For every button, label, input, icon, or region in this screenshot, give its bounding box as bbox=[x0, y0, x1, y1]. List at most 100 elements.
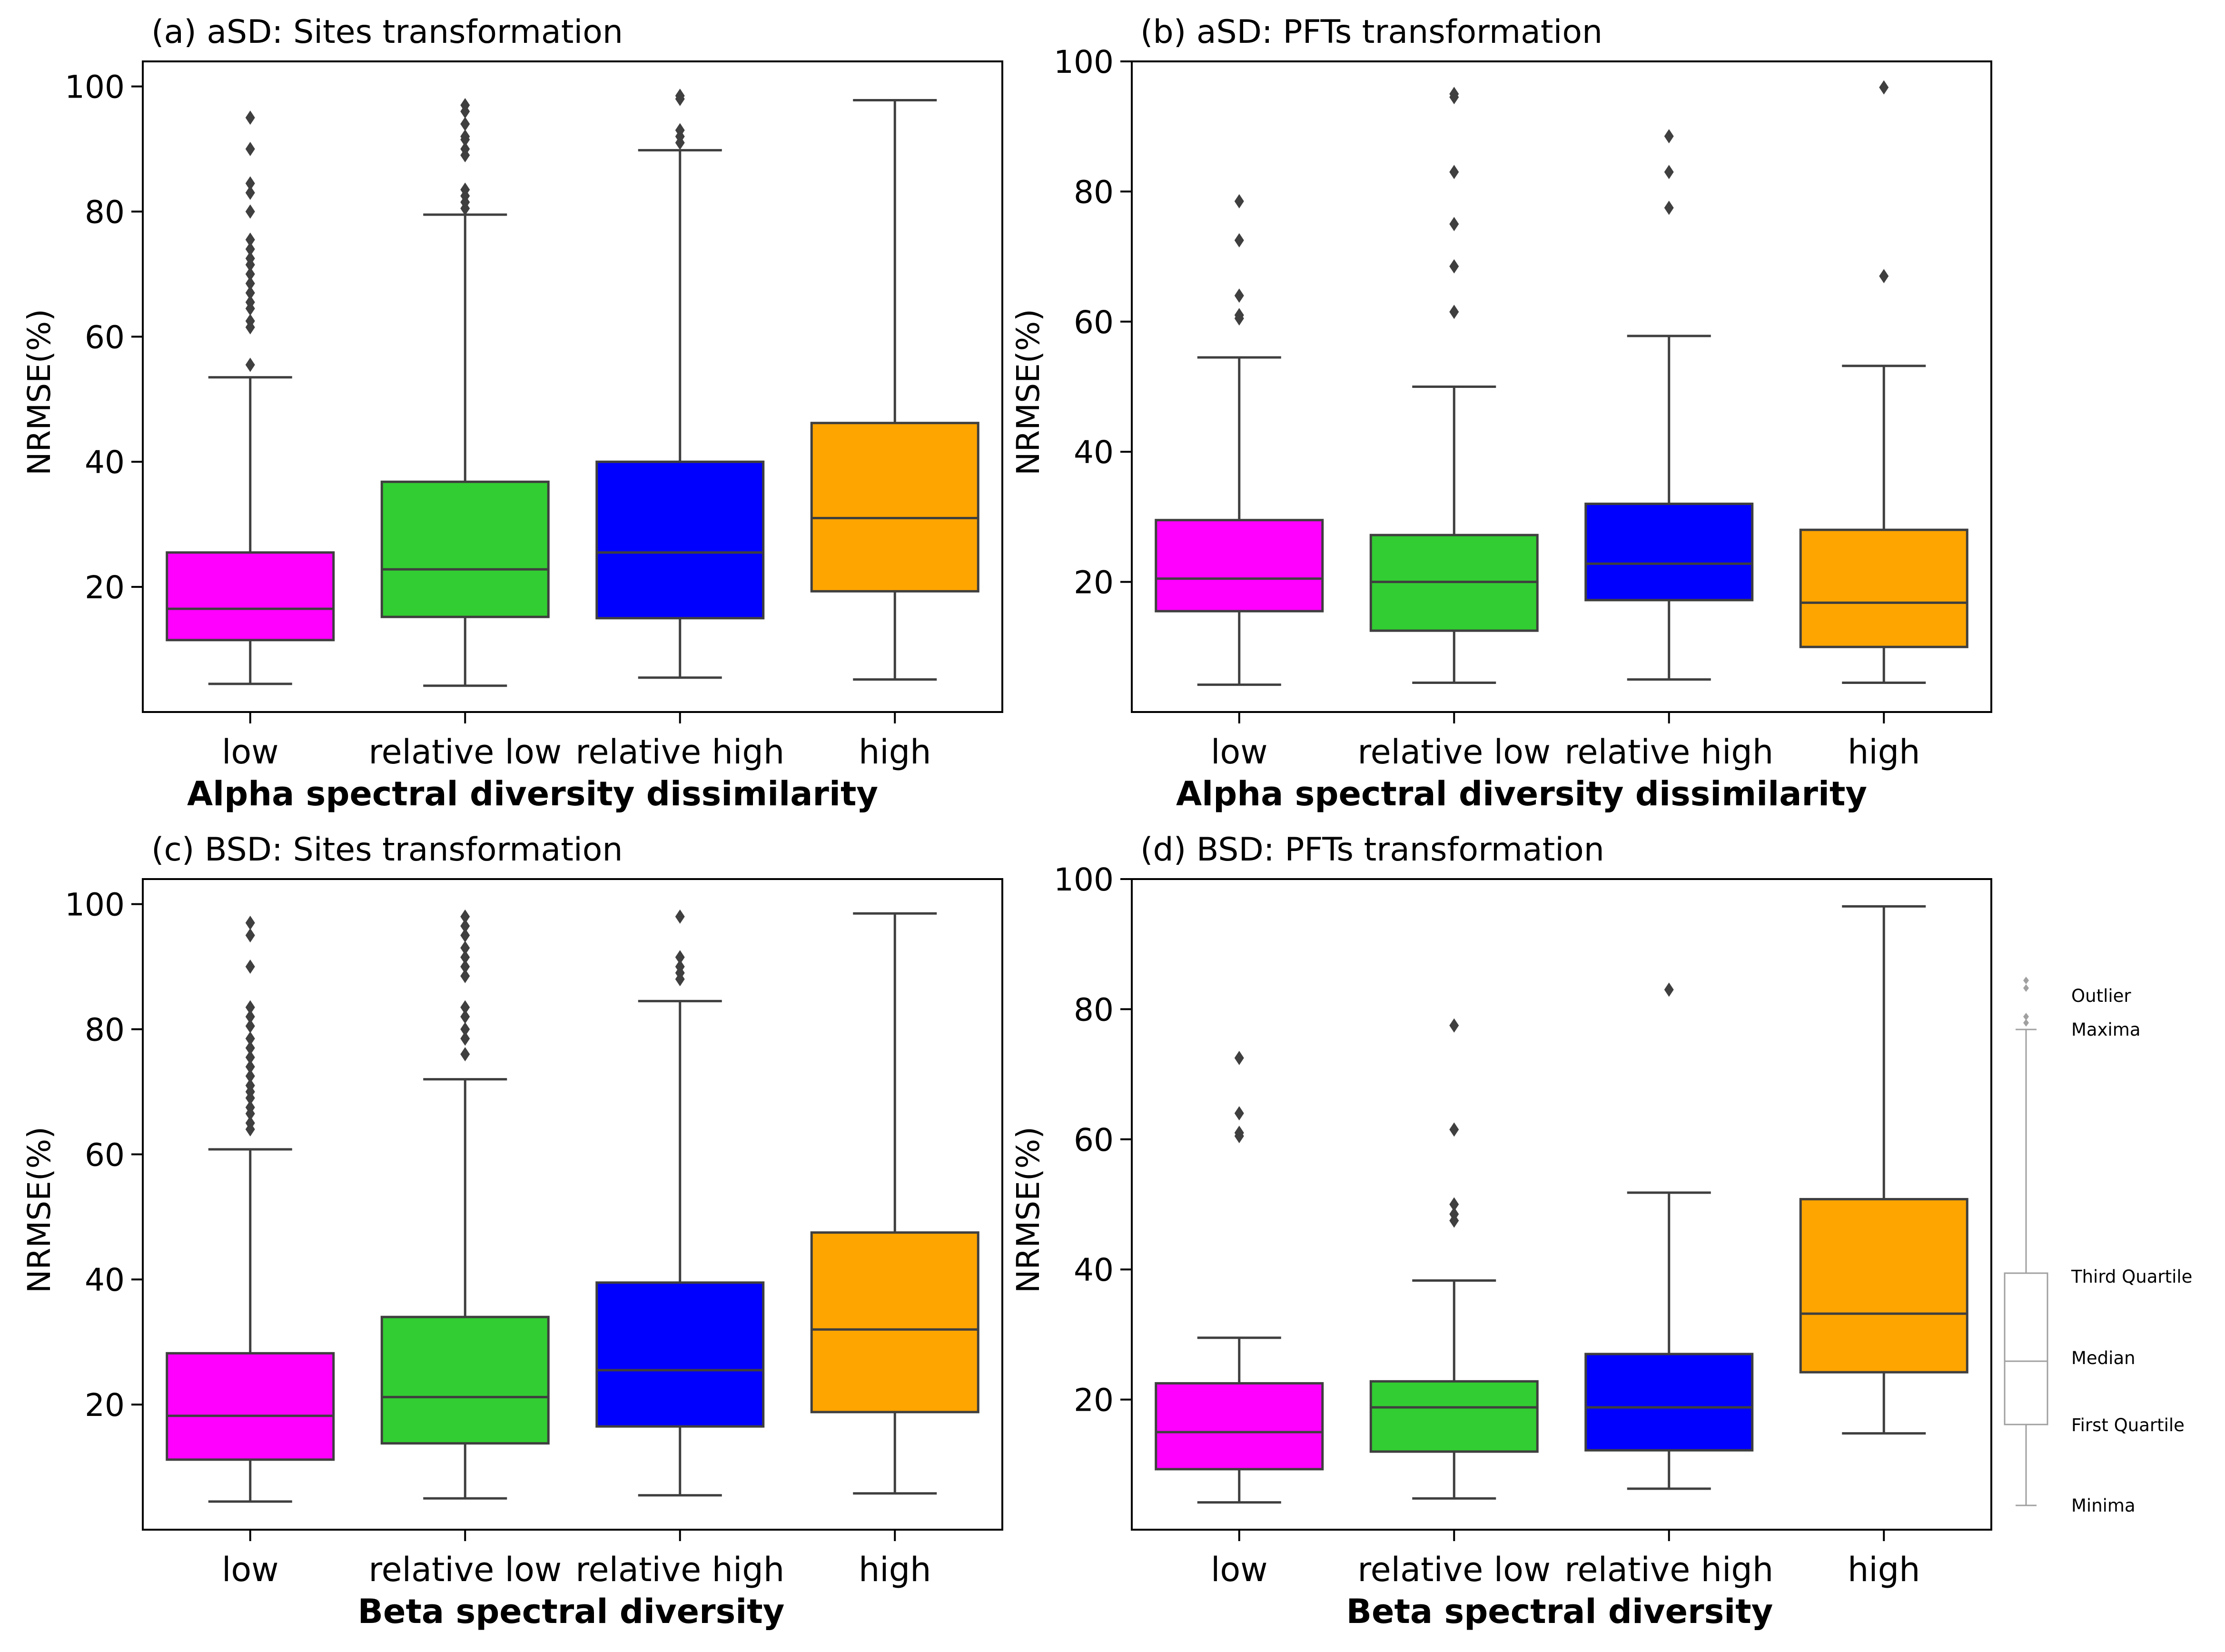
outlier-point bbox=[460, 969, 470, 983]
panel-b-title: (b) aSD: PFTs transformation bbox=[1140, 13, 1602, 51]
outlier-point bbox=[1664, 129, 1674, 144]
x-tick-label: relative high bbox=[1564, 1550, 1773, 1589]
box-relative-low bbox=[380, 98, 550, 687]
box-low bbox=[166, 916, 335, 1503]
outlier-point bbox=[245, 267, 255, 281]
x-tick-label: high bbox=[1848, 732, 1920, 772]
outlier-point bbox=[1449, 259, 1459, 274]
outlier-point bbox=[245, 186, 255, 200]
panel-d-ylabel: NRMSE(%) bbox=[1010, 1127, 1047, 1293]
x-tick-label: relative low bbox=[368, 732, 562, 772]
panel-d-xlabel: Beta spectral diversity bbox=[1346, 1592, 1773, 1631]
y-tick-label: 80 bbox=[85, 194, 125, 230]
y-tick-label: 60 bbox=[1074, 1122, 1114, 1158]
outlier-point bbox=[1234, 1050, 1244, 1065]
outlier-point bbox=[1879, 269, 1889, 284]
x-tick-label: high bbox=[1848, 1550, 1920, 1589]
panel-c-ylabel: NRMSE(%) bbox=[21, 1127, 58, 1293]
panel-b-ylabel: NRMSE(%) bbox=[1010, 309, 1047, 475]
y-tick-label: 100 bbox=[1054, 861, 1114, 898]
x-tick-label: low bbox=[1211, 732, 1268, 772]
outlier-point bbox=[460, 950, 470, 965]
box-high bbox=[1799, 905, 1968, 1435]
panel-b: (b) aSD: PFTs transformation Alpha spect… bbox=[1010, 13, 1992, 813]
box-high bbox=[810, 912, 979, 1495]
box-low bbox=[1155, 1050, 1324, 1504]
panel-c-xlabel: Beta spectral diversity bbox=[358, 1592, 785, 1631]
box-low bbox=[166, 110, 335, 685]
outlier-point bbox=[1664, 982, 1674, 997]
outlier-point bbox=[245, 242, 255, 257]
iqr-box bbox=[810, 422, 979, 593]
outlier-point bbox=[245, 1009, 255, 1024]
outlier-point bbox=[460, 142, 470, 157]
outlier-point bbox=[245, 314, 255, 328]
outlier-point bbox=[460, 117, 470, 131]
legend-first-quartile-label: First Quartile bbox=[2071, 1415, 2185, 1435]
outlier-point bbox=[675, 960, 685, 974]
y-tick-label: 40 bbox=[85, 444, 125, 481]
box-relative-high bbox=[595, 909, 765, 1497]
x-tick-label: low bbox=[222, 732, 279, 772]
outlier-point bbox=[460, 1022, 470, 1037]
outlier-point bbox=[1234, 233, 1244, 247]
outlier-point bbox=[460, 919, 470, 933]
outlier-point bbox=[245, 142, 255, 157]
y-tick-label: 80 bbox=[85, 1011, 125, 1048]
x-tick-label: relative low bbox=[368, 1550, 562, 1589]
iqr-box bbox=[1369, 1380, 1539, 1453]
outlier-point bbox=[460, 182, 470, 197]
legend-outlier-label: Outlier bbox=[2071, 986, 2131, 1006]
iqr-box bbox=[1155, 519, 1324, 613]
panel-d: (d) BSD: PFTs transformation Beta spectr… bbox=[1010, 831, 1992, 1631]
outlier-point bbox=[460, 1009, 470, 1024]
iqr-box bbox=[166, 551, 335, 642]
legend-third-quartile-label: Third Quartile bbox=[2071, 1266, 2192, 1287]
x-tick-label: relative high bbox=[1564, 732, 1773, 772]
y-tick-label: 100 bbox=[65, 69, 125, 106]
axes-frame bbox=[142, 60, 1003, 713]
iqr-box bbox=[166, 1352, 335, 1461]
box-relative-low bbox=[380, 909, 550, 1500]
outlier-point bbox=[1234, 1106, 1244, 1121]
outlier-point bbox=[460, 940, 470, 955]
outlier-point bbox=[460, 1047, 470, 1062]
panel-a-title: (a) aSD: Sites transformation bbox=[151, 13, 623, 51]
x-tick-label: relative high bbox=[575, 732, 784, 772]
iqr-box bbox=[810, 1231, 979, 1414]
outlier-point bbox=[1664, 200, 1674, 215]
y-tick-label: 80 bbox=[1074, 991, 1114, 1028]
x-tick-label: relative low bbox=[1357, 1550, 1551, 1589]
outlier-point bbox=[245, 176, 255, 191]
panel-d-title: (d) BSD: PFTs transformation bbox=[1140, 831, 1604, 869]
outlier-point bbox=[245, 1069, 255, 1084]
iqr-box bbox=[380, 1316, 550, 1445]
y-tick-label: 40 bbox=[1074, 1252, 1114, 1288]
box-relative-high bbox=[1584, 129, 1754, 681]
box-relative-low bbox=[1369, 87, 1539, 684]
outlier-point bbox=[245, 916, 255, 930]
y-tick-label: 60 bbox=[85, 319, 125, 356]
panel-a-xlabel: Alpha spectral diversity dissimilarity bbox=[187, 774, 878, 813]
y-tick-label: 100 bbox=[65, 887, 125, 923]
y-tick-label: 80 bbox=[1074, 174, 1114, 210]
outlier-point bbox=[460, 1031, 470, 1046]
outlier-point bbox=[675, 123, 685, 138]
axes-frame bbox=[1131, 60, 1992, 713]
legend-minima-label: Minima bbox=[2071, 1495, 2136, 1516]
iqr-box bbox=[1799, 528, 1968, 648]
y-tick-label: 60 bbox=[1074, 304, 1114, 341]
outlier-point bbox=[1664, 165, 1674, 179]
outlier-point bbox=[1449, 217, 1459, 231]
box-high bbox=[1799, 80, 1968, 684]
outlier-point bbox=[245, 1078, 255, 1093]
outlier-point bbox=[1234, 308, 1244, 323]
panel-a-ylabel: NRMSE(%) bbox=[21, 309, 58, 475]
legend-outlier-marker bbox=[2023, 1013, 2029, 1020]
box-relative-high bbox=[595, 89, 765, 679]
outlier-point bbox=[1449, 87, 1459, 101]
box-high bbox=[810, 99, 979, 681]
outlier-point bbox=[460, 1000, 470, 1015]
x-tick-label: high bbox=[859, 1550, 931, 1589]
